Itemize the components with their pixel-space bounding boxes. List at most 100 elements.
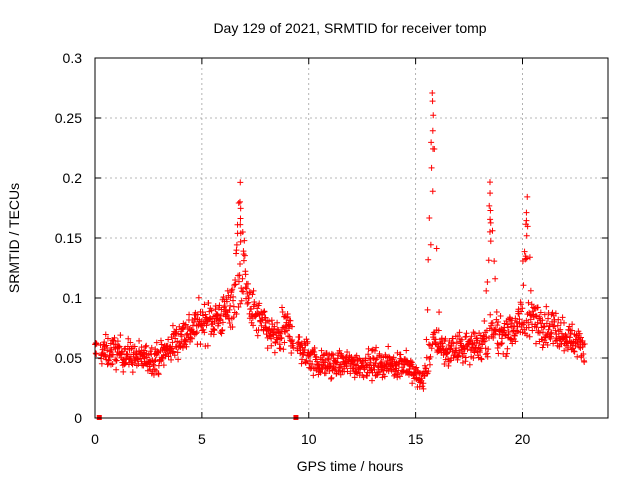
- data-point: [524, 193, 531, 200]
- data-point: [285, 325, 292, 332]
- data-point: [507, 336, 514, 343]
- data-point: [265, 326, 272, 333]
- data-point: [350, 365, 357, 372]
- data-point: [533, 324, 540, 331]
- data-point: [543, 303, 550, 310]
- data-point: [478, 355, 485, 362]
- data-point: [268, 342, 275, 349]
- data-point: [461, 350, 468, 357]
- data-point: [322, 357, 329, 364]
- data-point: [202, 311, 209, 318]
- data-point: [416, 383, 423, 390]
- data-point: [569, 321, 576, 328]
- data-point: [456, 329, 463, 336]
- data-point: [165, 336, 172, 343]
- data-point: [230, 293, 237, 300]
- data-point: [311, 345, 318, 352]
- data-point: [441, 360, 448, 367]
- data-point: [430, 145, 436, 152]
- data-point: [237, 221, 244, 228]
- data-point: [371, 347, 378, 354]
- data-point: [484, 353, 491, 360]
- data-point: [492, 275, 499, 282]
- data-point: [574, 353, 581, 360]
- data-point: [487, 219, 494, 226]
- data-point: [201, 329, 208, 336]
- data-point: [153, 339, 160, 346]
- data-point: [189, 335, 196, 342]
- data-point: [534, 319, 541, 326]
- data-point: [419, 383, 426, 390]
- data-point: [486, 228, 493, 235]
- data-point: [483, 333, 490, 340]
- data-point: [371, 366, 378, 373]
- data-point: [521, 248, 528, 255]
- data-point: [485, 257, 492, 264]
- data-point: [203, 322, 210, 329]
- data-point: [194, 311, 201, 318]
- data-point: [351, 374, 358, 381]
- data-point: [403, 357, 410, 364]
- data-point: [268, 335, 275, 342]
- y-axis-label: SRMTID / TECUs: [6, 183, 22, 293]
- data-point: [230, 314, 237, 321]
- data-point: [322, 370, 329, 377]
- data-point: [541, 311, 548, 318]
- y-tick-label: 0.1: [63, 290, 83, 306]
- data-point: [207, 315, 214, 321]
- data-point: [226, 319, 233, 326]
- data-point: [181, 322, 188, 329]
- data-point: [526, 254, 533, 261]
- data-point: [97, 342, 104, 349]
- data-point: [539, 344, 546, 351]
- data-point: [175, 330, 182, 337]
- data-point: [548, 329, 555, 336]
- data-point: [148, 344, 155, 351]
- data-point: [131, 343, 138, 350]
- y-tick-label: 0.15: [55, 230, 82, 246]
- data-point: [254, 332, 261, 339]
- data-point: [428, 139, 435, 146]
- x-tick-label: 10: [301, 431, 317, 447]
- data-point: [276, 341, 283, 348]
- data-point: [428, 164, 435, 171]
- data-point: [540, 323, 547, 330]
- data-point: [450, 340, 457, 347]
- data-point: [280, 346, 287, 353]
- data-point: [523, 217, 530, 224]
- data-point: [536, 329, 543, 336]
- data-point: [512, 338, 519, 345]
- x-axis-label: GPS time / hours: [297, 458, 404, 474]
- data-point: [338, 361, 345, 368]
- data-point: [250, 287, 257, 294]
- data-point: [369, 377, 376, 384]
- data-point: [580, 351, 587, 358]
- data-point: [566, 334, 573, 341]
- data-point: [509, 317, 516, 324]
- data-point: [429, 127, 436, 134]
- data-point: [276, 329, 283, 336]
- data-point: [180, 324, 187, 331]
- data-point: [323, 365, 330, 372]
- data-point: [481, 318, 488, 325]
- data-point: [529, 327, 536, 334]
- data-point: [274, 319, 281, 326]
- data-point: [347, 370, 354, 377]
- data-point: [453, 339, 460, 346]
- data-point: [551, 323, 558, 330]
- data-point: [238, 285, 245, 292]
- data-point: [237, 261, 244, 268]
- data-point: [528, 301, 535, 308]
- data-point: [150, 371, 157, 378]
- data-point: [520, 282, 527, 289]
- data-point: [179, 325, 186, 332]
- data-point: [552, 327, 559, 334]
- data-point: [557, 326, 564, 333]
- data-point: [93, 350, 100, 357]
- data-point: [334, 359, 341, 366]
- data-point: [146, 363, 153, 370]
- data-point: [242, 271, 249, 278]
- data-point: [512, 315, 519, 322]
- data-point: [219, 319, 226, 326]
- data-point: [403, 347, 410, 354]
